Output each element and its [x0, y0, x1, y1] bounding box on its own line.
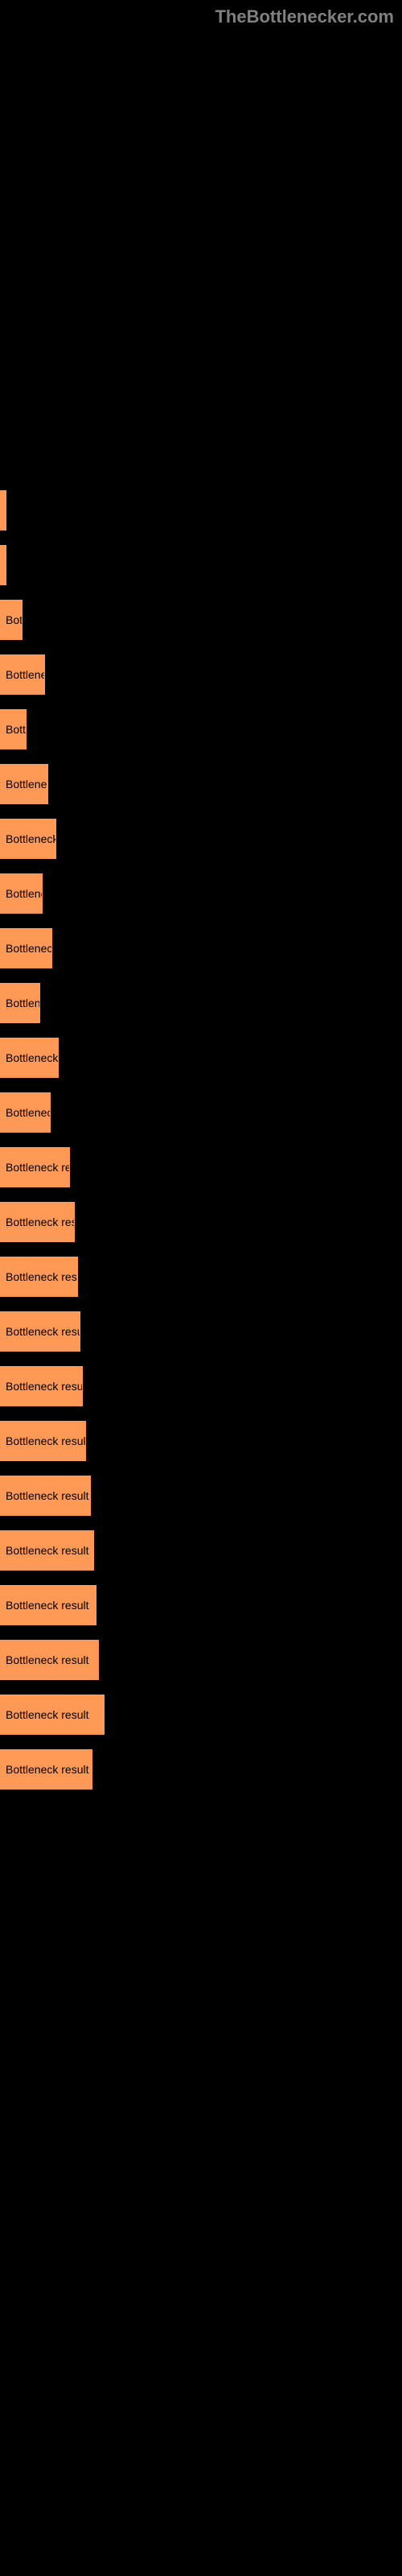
bar: Bottleneck resu [0, 1038, 59, 1078]
bar: Bottleneck result [0, 1147, 70, 1187]
bar-row: Bottleneck result [0, 1578, 402, 1633]
bar: Bottleneck result [0, 1311, 80, 1352]
bar: Bottleneck result [0, 1749, 92, 1790]
bar: Bottleneck result [0, 1695, 105, 1735]
bar: Bottler [0, 709, 27, 749]
bar-row: Bottleneck result [0, 1468, 402, 1523]
bar: Bottleneck result [0, 1366, 83, 1406]
bar-row: Bottleneck result [0, 1523, 402, 1578]
bar: Bottleneck result [0, 1476, 91, 1516]
bar-row: Bottleneck result [0, 1140, 402, 1195]
bar: Bottleneck [0, 654, 45, 695]
bar-row: Bottler [0, 702, 402, 757]
bar: Bottleneck re [0, 928, 52, 968]
bar: Bottleneck result [0, 1257, 78, 1297]
bar-chart: Bottle Bottleneck Bottler Bottleneck r Bottl… [0, 0, 402, 1797]
bar-row [0, 483, 402, 538]
bar-row: Bottleneck r [0, 1085, 402, 1140]
bar-row: Bottleneck result [0, 1304, 402, 1359]
bar-row: Bottleneck re [0, 921, 402, 976]
bar-row: Bottleneck result [0, 1633, 402, 1687]
bar-row: Bottleneck result [0, 1414, 402, 1468]
bar-row: Bottlenec [0, 976, 402, 1030]
bar: Bottleneck result [0, 1530, 94, 1571]
bar: Bottleneck r [0, 764, 48, 804]
bar-row: Bottleneck r [0, 757, 402, 811]
bar-row: Bottleneck result [0, 1742, 402, 1797]
bar-row: Bottleneck result [0, 1687, 402, 1742]
bar: Bottleneck result [0, 1640, 99, 1680]
bar-row: Bottleneck result [0, 1195, 402, 1249]
bar-row: Bottleneck [0, 647, 402, 702]
bar-row: Bottleneck result [0, 1249, 402, 1304]
bar: Bottleneck result [0, 1202, 75, 1242]
bar: Bottleneck r [0, 1092, 51, 1133]
bar-row: Bottleneck resu [0, 1030, 402, 1085]
bar-row: Bottle [0, 592, 402, 647]
bar-row: Bottleneck [0, 866, 402, 921]
bar: Bottle [0, 600, 23, 640]
bar-row [0, 538, 402, 592]
bar: Bottleneck result [0, 1585, 96, 1625]
bar: Bottleneck [0, 873, 43, 914]
bar [0, 545, 6, 585]
bar: Bottlenec [0, 983, 40, 1023]
bar [0, 490, 6, 530]
bar: Bottleneck result [0, 1421, 86, 1461]
bar-row: Bottleneck result [0, 1359, 402, 1414]
watermark-text: TheBottlenecker.com [215, 6, 394, 27]
bar: Bottleneck res [0, 819, 56, 859]
bar-row: Bottleneck res [0, 811, 402, 866]
